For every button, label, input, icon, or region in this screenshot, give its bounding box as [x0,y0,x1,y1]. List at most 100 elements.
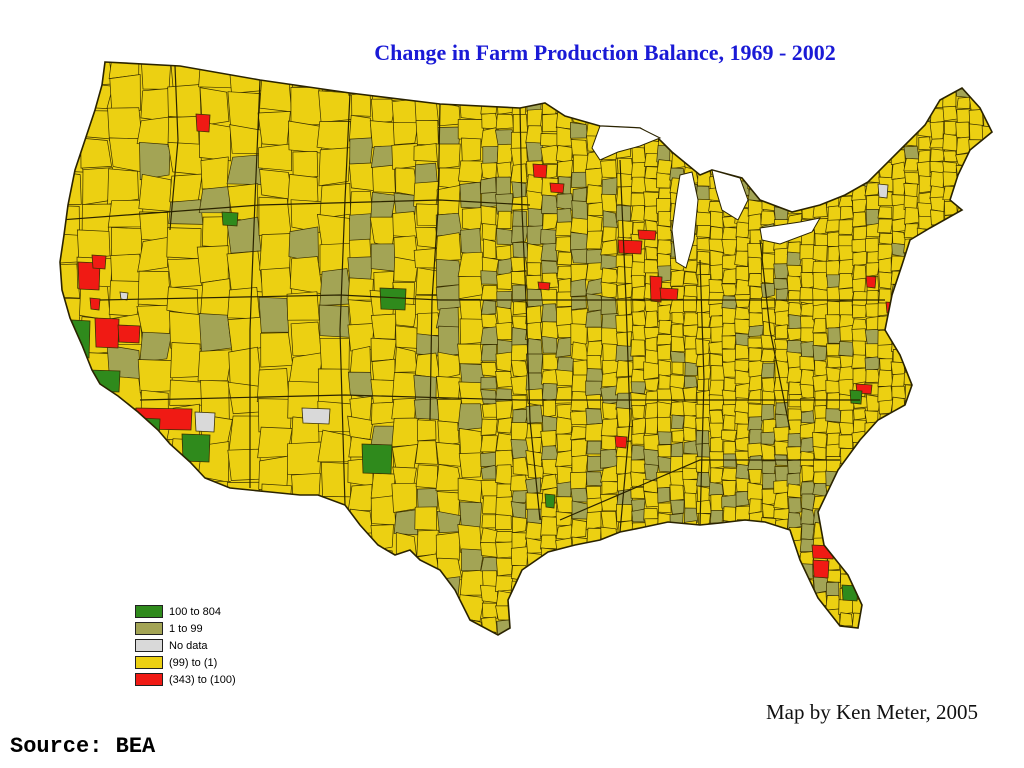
county [904,309,919,324]
county [721,535,736,551]
county [995,126,1010,140]
county [60,333,84,369]
county [510,546,529,567]
county [918,368,933,383]
county [865,208,880,226]
county [877,206,893,219]
county [879,558,892,576]
county [866,394,881,412]
county [370,524,394,551]
county [510,62,528,72]
county [458,644,482,669]
county [525,437,543,454]
county [890,584,907,601]
county [571,341,589,362]
county [438,576,461,603]
county [480,435,498,453]
county [943,507,959,522]
county [76,229,111,260]
county [839,82,855,98]
county [786,178,803,193]
county [495,321,513,340]
county [825,103,841,116]
county [943,385,958,404]
county [643,612,659,629]
county [918,448,933,466]
county [722,64,737,80]
county [996,99,1009,113]
county [695,456,711,474]
county-highlight [91,254,107,270]
county [734,436,750,452]
county [957,355,972,371]
county [944,373,957,387]
county [877,572,893,591]
county [615,186,633,207]
county [669,76,686,95]
county [851,531,867,547]
county [942,133,958,152]
county [320,532,351,568]
county [839,641,853,654]
county [957,292,971,306]
county [709,226,724,241]
county [542,213,560,231]
county [812,287,829,307]
county [227,287,261,320]
county [969,217,985,232]
county [541,113,558,133]
county [852,277,867,294]
county [917,464,932,478]
state-border [559,459,840,521]
county [995,237,1009,251]
county [942,548,959,563]
county [904,269,919,283]
county [109,556,142,591]
county [930,302,946,318]
county [226,481,260,511]
county [996,332,1010,347]
county [968,240,985,258]
county [60,558,83,588]
county [645,76,660,91]
county [734,62,751,71]
county [671,414,685,430]
county [526,108,543,128]
county [527,644,541,660]
county [812,172,828,189]
legend-swatch [135,622,163,635]
county [969,268,985,286]
county [496,210,512,229]
county [799,355,816,371]
county [983,559,992,573]
county [228,62,264,94]
county [510,595,527,615]
county [541,595,557,611]
county [944,62,957,70]
county [318,147,351,187]
county [969,410,984,427]
county [670,323,684,339]
lake-michigan [671,171,699,269]
county [139,211,169,242]
county [891,610,907,626]
county [572,359,588,378]
county [995,345,1009,359]
county [458,617,484,635]
county [602,602,618,616]
county [259,169,293,200]
county [879,535,894,550]
county [735,98,750,112]
county [570,591,589,609]
county [773,136,790,155]
county [982,82,992,101]
county [838,422,855,435]
county [813,575,828,594]
county [981,486,992,504]
county [696,250,710,265]
county [656,401,672,420]
county [417,601,441,624]
county [644,111,660,131]
county [969,123,985,143]
county [286,497,323,528]
